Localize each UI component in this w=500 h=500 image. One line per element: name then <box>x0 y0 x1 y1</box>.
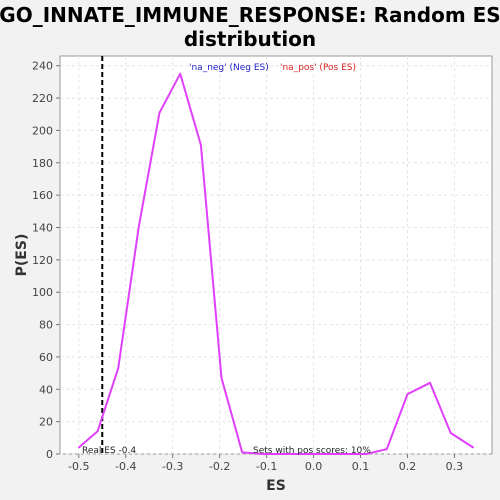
x-tick-label: -0.3 <box>162 460 183 473</box>
data-point <box>262 453 264 455</box>
y-tick-label: 40 <box>39 383 53 396</box>
legend-entry-neg: 'na_neg' (Neg ES) <box>189 63 269 73</box>
x-tick-label: 0.0 <box>305 460 323 473</box>
series-line <box>78 72 474 455</box>
data-point <box>77 446 80 449</box>
y-tick-label: 80 <box>39 319 53 332</box>
x-tick-label: 0.3 <box>446 460 464 473</box>
legend-entry-pos: 'na_pos' (Pos ES) <box>280 63 356 73</box>
x-tick-label: 0.2 <box>399 460 417 473</box>
chart-title: GO_INNATE_IMMUNE_RESPONSE: Random ES dis… <box>0 3 500 51</box>
y-tick-label: 180 <box>32 157 53 170</box>
y-axis-ticks: 0 20 40 60 80 100 120 140 160 180 200 220 240 <box>32 60 60 461</box>
data-point <box>429 382 431 384</box>
data-point <box>158 111 161 114</box>
x-axis-label: ES <box>266 478 286 494</box>
y-tick-label: 100 <box>32 286 53 299</box>
data-point <box>117 367 120 370</box>
y-axis-label: P(ES) <box>14 234 30 277</box>
data-point <box>406 393 409 395</box>
chart-title-line-1: GO_INNATE_IMMUNE_RESPONSE: Random ES <box>0 3 500 27</box>
x-axis-ticks: -0.5 -0.4 -0.3 -0.2 -0.1 0.0 0.1 0.2 0.3 <box>68 454 463 473</box>
legend: 'na_neg' (Neg ES) 'na_pos' (Pos ES) <box>189 63 356 73</box>
data-point <box>282 453 285 455</box>
y-tick-label: 20 <box>39 416 53 429</box>
x-tick-label: 0.1 <box>352 460 370 473</box>
grid-lines <box>60 56 492 455</box>
data-point <box>365 453 367 455</box>
series-group <box>77 72 475 455</box>
real-es-annotation: Real ES -0.4 <box>82 446 136 456</box>
x-tick-label: -0.1 <box>256 460 277 473</box>
y-tick-label: 220 <box>32 92 53 105</box>
y-tick-label: 60 <box>39 351 53 364</box>
data-point <box>241 451 243 454</box>
y-tick-label: 0 <box>46 448 53 461</box>
data-point <box>324 453 326 455</box>
chart-title-line-2: distribution <box>184 27 316 51</box>
y-tick-label: 200 <box>32 124 53 137</box>
data-point <box>96 430 99 433</box>
data-point <box>472 446 475 449</box>
y-tick-label: 140 <box>32 221 53 234</box>
y-tick-label: 160 <box>32 189 53 202</box>
pos-scores-annotation: Sets with pos scores: 10% <box>253 446 371 456</box>
x-tick-label: -0.2 <box>209 460 230 473</box>
data-point <box>344 453 347 455</box>
data-point <box>200 144 202 146</box>
data-point <box>303 453 305 455</box>
data-point <box>449 432 452 434</box>
y-tick-label: 120 <box>32 254 53 267</box>
x-tick-label: -0.4 <box>115 460 136 473</box>
plot-area <box>59 55 493 455</box>
x-tick-label: -0.5 <box>68 460 89 473</box>
data-point <box>386 448 388 450</box>
y-tick-label: 240 <box>32 60 53 73</box>
data-point <box>179 72 182 75</box>
data-point <box>220 377 223 379</box>
data-point <box>138 225 140 227</box>
